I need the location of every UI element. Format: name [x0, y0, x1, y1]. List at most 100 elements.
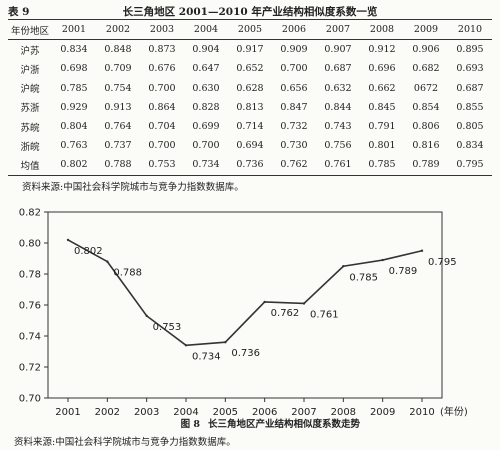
year-header: 2009: [413, 24, 439, 36]
value-cell: 0.700: [280, 63, 308, 75]
value-cell: 0.704: [148, 121, 176, 133]
value-cell: 0.628: [236, 82, 264, 94]
table-row: 沪浙 0.698 0.709 0.676 0.647 0.652 0.700 0.687 0.6…: [8, 59, 492, 78]
data-point: [145, 314, 148, 318]
value-cell: 0.730: [280, 140, 308, 152]
value-cell: 0.845: [368, 101, 396, 113]
value-cell: 0.834: [456, 140, 484, 152]
value-cell: 0.929: [60, 101, 88, 113]
data-label: 0.762: [271, 308, 300, 319]
value-cell: 0.687: [456, 82, 484, 94]
value-cell: 0.848: [104, 44, 132, 56]
data-point: [342, 265, 345, 268]
x-tick-label: 2009: [370, 407, 395, 418]
table-row: 苏浙 0.929 0.913 0.864 0.828 0.813 0.847 0.844 0.8…: [8, 98, 492, 117]
value-cell: 0.785: [60, 82, 88, 94]
value-cell: 0.761: [324, 159, 352, 171]
data-label: 0.736: [231, 348, 260, 359]
x-tick-label: 2005: [213, 407, 238, 418]
x-tick-label: 2008: [331, 407, 356, 418]
value-cell: 0.699: [192, 121, 220, 133]
y-tick-label: 0.72: [19, 363, 41, 374]
value-cell: 0.801: [368, 140, 396, 152]
value-cell: 0.906: [412, 44, 440, 56]
x-tick-label: 2007: [291, 407, 316, 418]
value-cell: 0.756: [324, 140, 352, 152]
value-cell: 0.873: [148, 44, 176, 56]
value-cell: 0.805: [456, 121, 484, 133]
y-tick-label: 0.80: [19, 239, 41, 250]
data-point: [263, 300, 266, 304]
table-title: 表 9 长三角地区 2001—2010 年产业结构相似度系数一览: [8, 4, 492, 18]
value-cell: 0.687: [324, 63, 352, 75]
data-label: 0.785: [349, 272, 378, 283]
region-cell: 沪皖: [20, 84, 40, 96]
data-point: [302, 302, 306, 305]
value-cell: 0.632: [324, 82, 352, 94]
year-header: 2007: [325, 24, 351, 36]
value-cell: 0.855: [456, 101, 484, 113]
figure-title: 长三角地区产业结构相似度系数走势: [208, 418, 361, 430]
year-header: 2004: [193, 24, 219, 36]
value-cell: 0.802: [60, 159, 88, 171]
value-cell: 0.743: [324, 121, 352, 133]
table-caption: 长三角地区 2001—2010 年产业结构相似度系数一览: [122, 6, 378, 18]
value-cell: 0.696: [368, 63, 396, 75]
year-header: 2005: [237, 24, 263, 36]
chart-source-note: 资料来源:中国社会科学院城市与竞争力指数数据库。: [14, 437, 236, 448]
data-point: [224, 341, 227, 344]
year-header: 2008: [369, 24, 395, 36]
region-cell: 沪苏: [20, 45, 40, 57]
table-source-note: 资料来源:中国社会科学院城市与竞争力指数数据库。: [22, 182, 244, 193]
value-cell: 0.904: [192, 44, 220, 56]
value-cell: 0.714: [236, 121, 264, 133]
x-tick-label: 2004: [173, 407, 198, 418]
value-cell: 0.682: [412, 63, 440, 75]
value-cell: 0.789: [412, 159, 440, 171]
value-cell: 0.764: [104, 121, 132, 133]
value-cell: 0.656: [280, 82, 308, 94]
table-row: 苏皖 0.804 0.764 0.704 0.699 0.714 0.732 0.743 0.7…: [8, 117, 492, 136]
table-header-row: 年份地区 2001 2002 2003 2004 2005 2006 2007 …: [8, 19, 492, 40]
value-cell: 0.734: [192, 159, 220, 171]
value-cell: 0.630: [192, 82, 220, 94]
value-cell: 0.698: [60, 63, 88, 75]
similarity-table: 年份地区 2001 2002 2003 2004 2005 2006 2007 …: [8, 19, 492, 176]
table-row: 均值 0.802 0.788 0.753 0.734 0.736 0.762 0.761 0.7…: [8, 155, 492, 175]
value-cell: 0.694: [236, 140, 264, 152]
value-cell: 0.909: [280, 44, 308, 56]
region-cell: 苏浙: [20, 103, 40, 115]
value-cell: 0.700: [192, 140, 220, 152]
data-label: 0.753: [153, 322, 182, 333]
table-number: 表 9: [8, 6, 30, 18]
corner-header: 年份地区: [10, 25, 49, 37]
value-cell: 0.647: [192, 63, 220, 75]
value-cell: 0.864: [148, 101, 176, 113]
value-cell: 0.753: [148, 159, 176, 171]
data-label: 0.734: [192, 351, 221, 362]
value-cell: 0.847: [280, 101, 308, 113]
x-tick-label: 2010: [409, 407, 434, 418]
year-header: 2002: [105, 24, 131, 36]
series-line: [67, 239, 423, 347]
region-cell: 浙皖: [20, 141, 40, 153]
value-cell: 0.762: [280, 159, 308, 171]
value-cell: 0.700: [148, 82, 176, 94]
value-cell: 0.709: [104, 63, 132, 75]
value-cell: 0.693: [456, 63, 484, 75]
value-cell: 0.785: [368, 159, 396, 171]
data-label: 0.802: [74, 246, 103, 257]
value-cell: 0.652: [236, 63, 264, 75]
value-cell: 0.813: [236, 101, 264, 113]
y-tick-label: 0.76: [19, 301, 41, 312]
value-cell: 0.917: [236, 44, 264, 56]
value-cell: 0.662: [368, 82, 396, 94]
value-cell: 0.828: [192, 101, 220, 113]
value-cell: 0.854: [412, 101, 440, 113]
x-tick-label: 2002: [95, 407, 120, 418]
value-cell: 0.737: [104, 140, 132, 152]
figure-number: 图 8: [181, 419, 201, 430]
value-cell: 0.763: [60, 140, 88, 152]
value-cell: 0.700: [148, 140, 176, 152]
value-cell: 0.736: [236, 159, 264, 171]
